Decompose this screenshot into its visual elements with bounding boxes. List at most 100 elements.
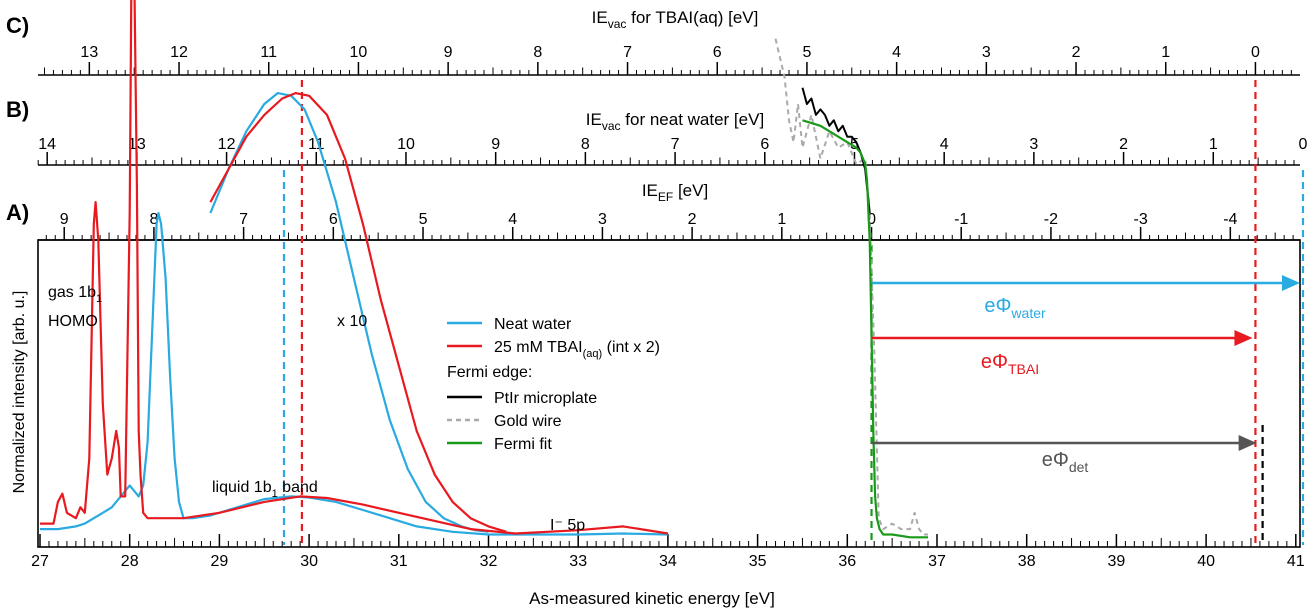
tick-label: 11 xyxy=(260,44,277,61)
panel-label-c: C) xyxy=(6,13,29,38)
tick-label: 3 xyxy=(1029,136,1038,153)
tick-label: 2 xyxy=(1072,44,1081,61)
annotation-iodide-5p: I⁻ 5p xyxy=(550,517,585,534)
legend: Neat water 25 mM TBAI(aq) (int x 2) Ferm… xyxy=(447,316,660,453)
tick-label: 1 xyxy=(1209,136,1218,153)
x-tick-label: 30 xyxy=(300,553,318,570)
arrow-ephi-det-head xyxy=(1238,435,1257,451)
series-gold xyxy=(774,38,928,536)
tick-label: 13 xyxy=(80,44,98,61)
x-axis: 27 28 29 30 31 32 33 34 35 36 37 38 39 40 41 xyxy=(31,534,1305,570)
work-function-arrows xyxy=(871,275,1300,451)
arrow-ephi-water-head xyxy=(1281,275,1300,291)
label-ephi-det: eΦdet xyxy=(1042,449,1089,475)
tick-label: 4 xyxy=(940,136,949,153)
tick-label: 12 xyxy=(170,44,188,61)
series-neat-water-x10 xyxy=(209,91,489,533)
panel-label-b: B) xyxy=(6,97,29,122)
arrow-ephi-det xyxy=(871,435,1257,451)
panel-label-a: A) xyxy=(6,200,29,225)
marker-lines xyxy=(282,80,1305,545)
tick-label: 5 xyxy=(802,44,811,61)
tick-label: 6 xyxy=(713,44,722,61)
annotation-gas-1b1: gas 1b1 xyxy=(48,284,102,305)
x-tick-label: 28 xyxy=(121,553,139,570)
legend-label-fermi-fit: Fermi fit xyxy=(494,436,552,453)
tick-label: 7 xyxy=(239,211,248,228)
tick-label: 0 xyxy=(1251,44,1260,61)
arrow-ephi-water xyxy=(871,275,1300,291)
series-fermi-fit xyxy=(802,119,928,539)
axis-c-title: IEvac for TBAI(aq) [eV] xyxy=(592,8,759,31)
tick-label: -4 xyxy=(1223,211,1237,228)
tick-label: 3 xyxy=(982,44,991,61)
x-tick-label: 38 xyxy=(1018,553,1036,570)
axis-c-ie-vac-tbai: 13 12 11 10 9 8 7 6 5 4 3 2 1 0 xyxy=(38,44,1300,76)
tick-label: -3 xyxy=(1134,211,1148,228)
tick-label: 6 xyxy=(760,136,769,153)
tick-label: 9 xyxy=(60,211,69,228)
x-tick-label: 35 xyxy=(749,553,767,570)
annotation-liquid-1b1-band: liquid 1b1 band xyxy=(212,479,318,500)
tick-label: 2 xyxy=(688,211,697,228)
label-ephi-water: eΦwater xyxy=(984,295,1046,321)
tick-label: 7 xyxy=(623,44,632,61)
legend-label-tbai: 25 mM TBAI(aq) (int x 2) xyxy=(494,339,660,360)
tick-label: 2 xyxy=(1119,136,1128,153)
tick-label: 4 xyxy=(892,44,901,61)
tick-label: 9 xyxy=(444,44,453,61)
x-tick-label: 32 xyxy=(480,553,498,570)
tick-label: 10 xyxy=(350,44,368,61)
axis-a-title: IEEF [eV] xyxy=(642,181,708,204)
tick-label: 4 xyxy=(508,211,517,228)
tick-label: 8 xyxy=(149,211,158,228)
plot-frame xyxy=(37,239,1301,548)
data-series xyxy=(40,0,928,539)
tick-label: 5 xyxy=(419,211,428,228)
series-tbai xyxy=(40,0,669,535)
y-axis-title: Normalized intensity [arb. u.] xyxy=(11,291,28,494)
legend-header-fermi-edge: Fermi edge: xyxy=(447,364,532,381)
tick-label: 5 xyxy=(850,136,859,153)
tick-label: 8 xyxy=(533,44,542,61)
x-axis-title: As-measured kinetic energy [eV] xyxy=(529,589,775,608)
annotation-homo: HOMO xyxy=(48,313,98,330)
series-neat-water xyxy=(40,211,668,536)
legend-label-neat-water: Neat water xyxy=(494,316,572,333)
tick-label: -2 xyxy=(1044,211,1058,228)
tick-label: 1 xyxy=(777,211,786,228)
tick-label: 0 xyxy=(867,211,876,228)
annotation-x10: x 10 xyxy=(337,313,367,330)
tick-label: 0 xyxy=(1299,136,1308,153)
series-tbai-x10 xyxy=(209,91,507,533)
arrow-ephi-tbai-head xyxy=(1234,330,1253,346)
legend-label-gold: Gold wire xyxy=(494,413,562,430)
tick-label: 10 xyxy=(397,136,415,153)
x-tick-label: 36 xyxy=(838,553,856,570)
x-tick-label: 27 xyxy=(31,553,49,570)
x-tick-label: 41 xyxy=(1287,553,1305,570)
tick-label: 12 xyxy=(218,136,236,153)
arrow-ephi-tbai xyxy=(871,330,1253,346)
x-tick-label: 37 xyxy=(928,553,946,570)
tick-label: 8 xyxy=(581,136,590,153)
tick-label: 1 xyxy=(1161,44,1170,61)
x-tick-label: 29 xyxy=(211,553,229,570)
tick-label: 7 xyxy=(671,136,680,153)
x-tick-label: 34 xyxy=(659,553,677,570)
series-ptir xyxy=(801,87,871,214)
legend-label-ptir: PtIr microplate xyxy=(494,390,597,407)
tick-label: 9 xyxy=(491,136,500,153)
axis-b-title: IEvac for neat water [eV] xyxy=(586,110,764,133)
x-tick-label: 39 xyxy=(1108,553,1126,570)
axis-b-ie-vac-water: 14 13 12 11 10 9 8 7 6 5 4 3 2 1 0 xyxy=(37,136,1308,166)
tick-label: 6 xyxy=(329,211,338,228)
x-tick-label: 40 xyxy=(1197,553,1215,570)
label-ephi-tbai: eΦTBAI xyxy=(981,351,1039,377)
tick-label: -1 xyxy=(954,211,968,228)
x-tick-label: 33 xyxy=(569,553,587,570)
tick-label: 3 xyxy=(598,211,607,228)
tick-label: 14 xyxy=(38,136,56,153)
